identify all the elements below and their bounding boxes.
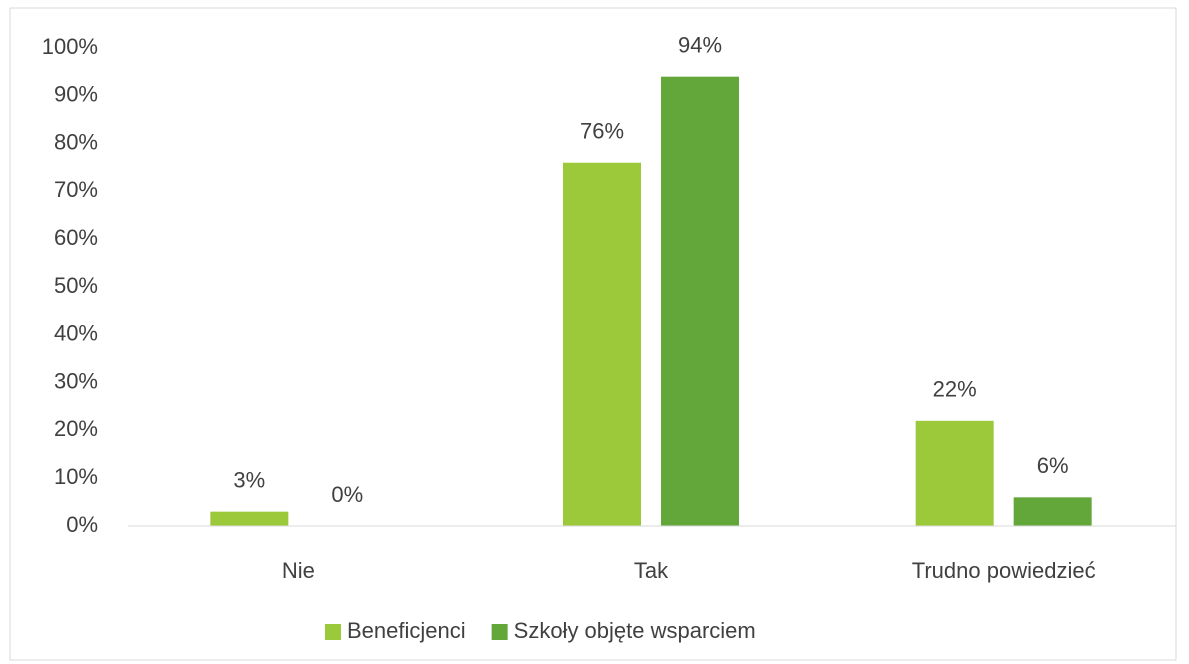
y-tick-label: 30% xyxy=(54,368,98,393)
value-label: 6% xyxy=(1037,453,1069,478)
y-tick-label: 0% xyxy=(66,512,98,537)
y-tick-label: 50% xyxy=(54,273,98,298)
y-tick-label: 60% xyxy=(54,225,98,250)
value-label: 3% xyxy=(233,467,265,492)
x-tick-label: Trudno powiedzieć xyxy=(912,558,1096,583)
bar xyxy=(210,511,289,526)
y-tick-label: 90% xyxy=(54,82,98,107)
y-tick-label: 100% xyxy=(42,34,98,59)
value-label: 76% xyxy=(580,119,624,144)
value-label: 94% xyxy=(678,32,722,57)
y-tick-label: 20% xyxy=(54,416,98,441)
bar xyxy=(915,420,994,526)
legend-label: Szkoły objęte wsparciem xyxy=(514,618,756,643)
bar xyxy=(563,162,641,526)
x-tick-label: Nie xyxy=(282,558,315,583)
value-label: 0% xyxy=(331,482,363,507)
legend-swatch xyxy=(491,624,508,640)
legend-swatch xyxy=(325,624,341,640)
y-tick-label: 80% xyxy=(54,129,98,154)
x-tick-label: Tak xyxy=(634,558,669,583)
bar xyxy=(1013,497,1092,526)
y-tick-label: 40% xyxy=(54,321,98,346)
y-tick-label: 10% xyxy=(54,464,98,489)
legend-label: Beneficjenci xyxy=(347,618,466,643)
value-label: 22% xyxy=(933,377,977,402)
y-tick-label: 70% xyxy=(54,177,98,202)
bar xyxy=(661,76,739,527)
